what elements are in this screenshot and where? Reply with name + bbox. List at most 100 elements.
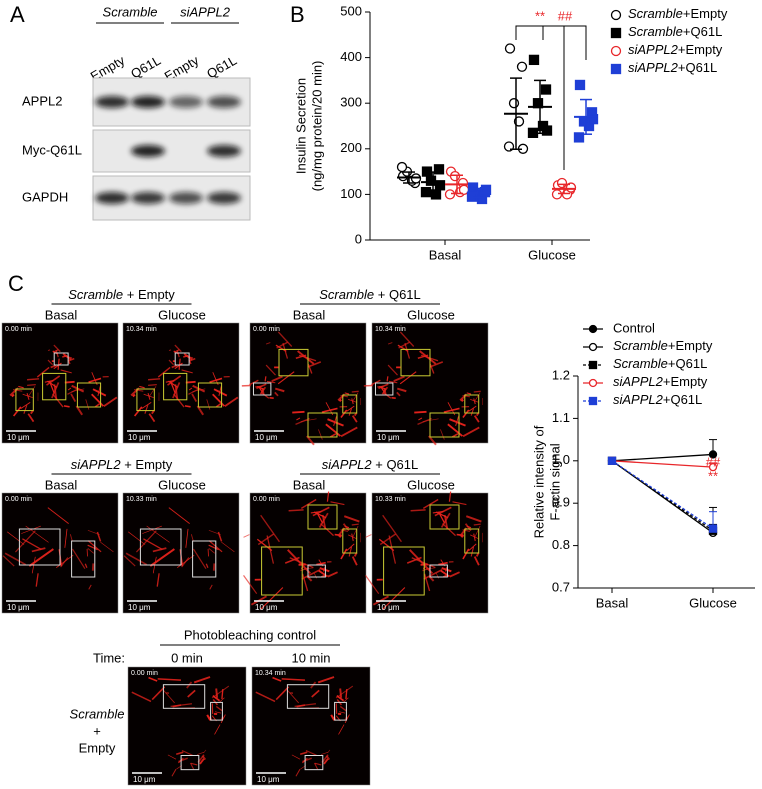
actin-filament: [136, 530, 157, 553]
actin-filament: [351, 415, 358, 423]
legend-marker: [588, 342, 598, 352]
row-label: Scramble: [70, 706, 125, 721]
actin-filament: [316, 561, 326, 566]
actin-filament: [26, 393, 30, 400]
actin-filament: [264, 376, 267, 382]
actin-filament: [320, 751, 328, 755]
actin-filament: [36, 366, 50, 378]
actin-filament: [53, 344, 61, 353]
actin-filament: [440, 429, 445, 440]
legend-label: Scramble+Q61L: [628, 24, 722, 39]
actin-filament: [84, 563, 88, 568]
actin-filament: [381, 386, 389, 395]
actin-filament: [196, 751, 204, 755]
actin-filament: [305, 749, 317, 756]
actin-filament: [47, 507, 69, 524]
photobleaching-title: Photobleaching control: [184, 627, 316, 642]
actin-filament: [474, 392, 481, 402]
region-box: [76, 382, 102, 408]
actin-filament: [188, 387, 193, 391]
scale-label: 10 μm: [257, 775, 280, 784]
actin-filament: [131, 691, 152, 703]
timestamp: 10.33 min: [375, 496, 406, 503]
actin-filament: [88, 377, 102, 383]
data-point: [607, 456, 617, 465]
region-box: [429, 504, 460, 530]
actin-filament: [318, 569, 328, 578]
actin-filament: [185, 380, 196, 384]
actin-filament: [193, 676, 211, 684]
actin-filament: [20, 401, 31, 410]
timestamp: 10.34 min: [375, 326, 406, 333]
actin-filament: [382, 514, 402, 543]
region-box: [307, 504, 338, 530]
actin-filament: [335, 685, 354, 699]
actin-filament: [277, 331, 293, 347]
actin-filament: [256, 538, 273, 552]
actin-filament: [307, 361, 322, 368]
actin-filament: [422, 498, 439, 509]
timestamp: 0.00 min: [131, 670, 158, 677]
actin-filament: [275, 344, 287, 352]
actin-filament: [340, 409, 348, 418]
actin-filament: [28, 548, 54, 567]
data-point: [396, 161, 408, 173]
group-label: Scramble: [103, 4, 158, 19]
actin-filament: [190, 762, 195, 770]
region-box: [383, 546, 425, 596]
actin-filament: [208, 544, 219, 551]
actin-filament: [64, 380, 75, 384]
actin-filament: [296, 704, 306, 708]
actin-filament: [399, 331, 415, 347]
y-tick-label: 0: [355, 231, 362, 246]
actin-filament: [50, 364, 57, 369]
legend-label: siAPPL2+Q61L: [628, 60, 717, 75]
series-line: [611, 460, 714, 534]
data-point: [556, 177, 568, 189]
actin-filament: [148, 378, 161, 381]
scale-label: 10 μm: [128, 603, 151, 612]
actin-filament: [438, 561, 448, 566]
actin-filament: [141, 401, 152, 410]
data-point: [587, 114, 599, 125]
actin-filament: [64, 528, 68, 548]
scale-label: 10 μm: [128, 433, 151, 442]
x-tick-label: Basal: [429, 247, 462, 262]
actin-filament: [327, 418, 344, 427]
panel-label: B: [290, 2, 305, 27]
actin-filament: [300, 498, 317, 509]
actin-filament: [317, 676, 335, 684]
region-box: [304, 755, 324, 771]
data-point: [449, 171, 461, 182]
actin-filament: [340, 529, 349, 532]
actin-filament: [286, 689, 299, 704]
actin-filament: [473, 533, 476, 542]
actin-filament: [188, 357, 196, 362]
actin-filament: [52, 393, 64, 408]
actin-filament: [167, 375, 182, 386]
actin-filament: [91, 393, 104, 407]
row-label: Empty: [79, 740, 116, 755]
y-tick-label: 0.9: [552, 495, 570, 510]
data-point: [528, 54, 540, 66]
region-box: [139, 528, 182, 566]
significance-mark: ##: [558, 8, 573, 23]
actin-filament: [276, 341, 288, 349]
actin-filament: [171, 768, 177, 777]
actin-filament: [466, 392, 472, 395]
y-tick-label: 1.1: [552, 410, 570, 425]
series-line: [611, 453, 714, 462]
actin-filament: [330, 714, 336, 721]
time-label: Time:: [93, 650, 125, 665]
data-point: [425, 175, 437, 186]
actin-filament: [148, 383, 157, 387]
actin-filament: [344, 392, 350, 395]
actin-filament: [473, 390, 481, 393]
data-point: [573, 132, 585, 143]
actin-filament: [340, 394, 349, 398]
actin-filament: [205, 563, 209, 568]
actin-filament: [462, 409, 470, 418]
x-tick-label: Basal: [596, 595, 629, 610]
actin-filament: [100, 541, 114, 553]
actin-filament: [188, 387, 200, 395]
